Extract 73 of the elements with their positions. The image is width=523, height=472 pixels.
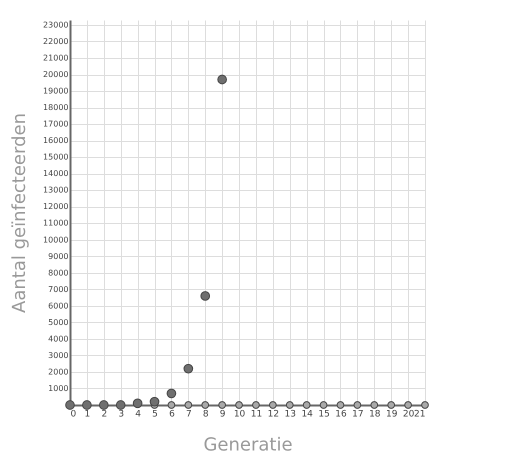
point: [302, 401, 311, 409]
y-tick-label: 8000: [48, 268, 68, 278]
x-tick-label: 10: [234, 410, 246, 420]
x-tick-label: 11: [250, 410, 262, 420]
point: [116, 400, 126, 410]
point: [218, 401, 226, 409]
point: [150, 396, 160, 407]
x-tick-label: 2: [101, 410, 108, 420]
point: [286, 401, 294, 409]
x-tick-label: 20: [402, 410, 415, 420]
y-tick-label: 10000: [43, 235, 68, 244]
x-tick-label: 1: [84, 410, 90, 420]
y-tick-label: 2000: [48, 367, 68, 376]
y-tick-label: 14000: [43, 169, 68, 178]
point: [421, 401, 429, 409]
y-tick-label: 13000: [43, 186, 68, 195]
x-tick-label: 21: [414, 410, 426, 420]
y-tick-label: 22000: [43, 36, 68, 46]
y-tick-label: 23000: [43, 20, 68, 30]
y-tick-label: 17000: [43, 120, 68, 129]
y-axis-title: Aantal geïnfecteerden: [9, 113, 30, 313]
y-tick-label: 9000: [48, 252, 68, 261]
x-axis-title: Generatie: [203, 434, 293, 456]
point: [184, 401, 192, 409]
y-tick-label: 7000: [48, 284, 68, 294]
x-tick-label: 4: [135, 410, 142, 420]
x-tick-label: 16: [335, 410, 347, 420]
x-tick-label: 14: [301, 410, 314, 420]
y-tick-label: 4000: [48, 334, 68, 344]
point: [336, 401, 344, 409]
y-tick-label: 15000: [43, 152, 68, 162]
point: [168, 401, 176, 409]
point: [387, 401, 396, 409]
x-tick-label: 7: [186, 410, 192, 420]
x-tick-label: 12: [268, 410, 280, 420]
point: [98, 400, 109, 410]
point: [217, 74, 227, 84]
point: [370, 401, 378, 409]
y-tick-label: 16000: [43, 136, 68, 146]
point: [252, 401, 260, 409]
x-tick-label: 3: [118, 410, 124, 420]
y-tick-label: 11000: [43, 218, 68, 228]
x-tick-label: 19: [386, 410, 398, 420]
point: [82, 400, 92, 410]
y-tick-label: 3000: [48, 350, 68, 360]
point: [65, 400, 75, 410]
x-tick-label: 0: [70, 410, 76, 420]
y-tick-label: 21000: [43, 54, 68, 63]
point: [269, 401, 277, 409]
y-tick-label: 18000: [43, 103, 68, 112]
point: [184, 364, 194, 374]
y-tick-label: 12000: [43, 202, 68, 212]
point: [354, 401, 362, 409]
x-tick-label: 9: [220, 410, 226, 420]
point: [132, 398, 142, 408]
point: [404, 401, 412, 409]
x-tick-label: 15: [318, 410, 330, 420]
point: [200, 291, 210, 301]
point: [201, 401, 210, 409]
x-tick-label: 8: [202, 410, 209, 420]
point: [235, 401, 243, 409]
x-tick-label: 13: [284, 410, 296, 420]
y-tick-label: 19000: [43, 86, 68, 96]
y-tick-label: 5000: [48, 318, 68, 327]
point: [166, 388, 176, 398]
x-tick-label: 6: [169, 410, 176, 420]
x-tick-label: 18: [369, 410, 381, 420]
y-tick-label: 20000: [43, 70, 68, 80]
x-tick-label: 17: [352, 410, 364, 420]
y-tick-label: 1000: [48, 384, 68, 393]
point: [320, 401, 328, 409]
y-tick-label: 6000: [48, 301, 68, 310]
x-tick-label: 5: [152, 410, 158, 420]
